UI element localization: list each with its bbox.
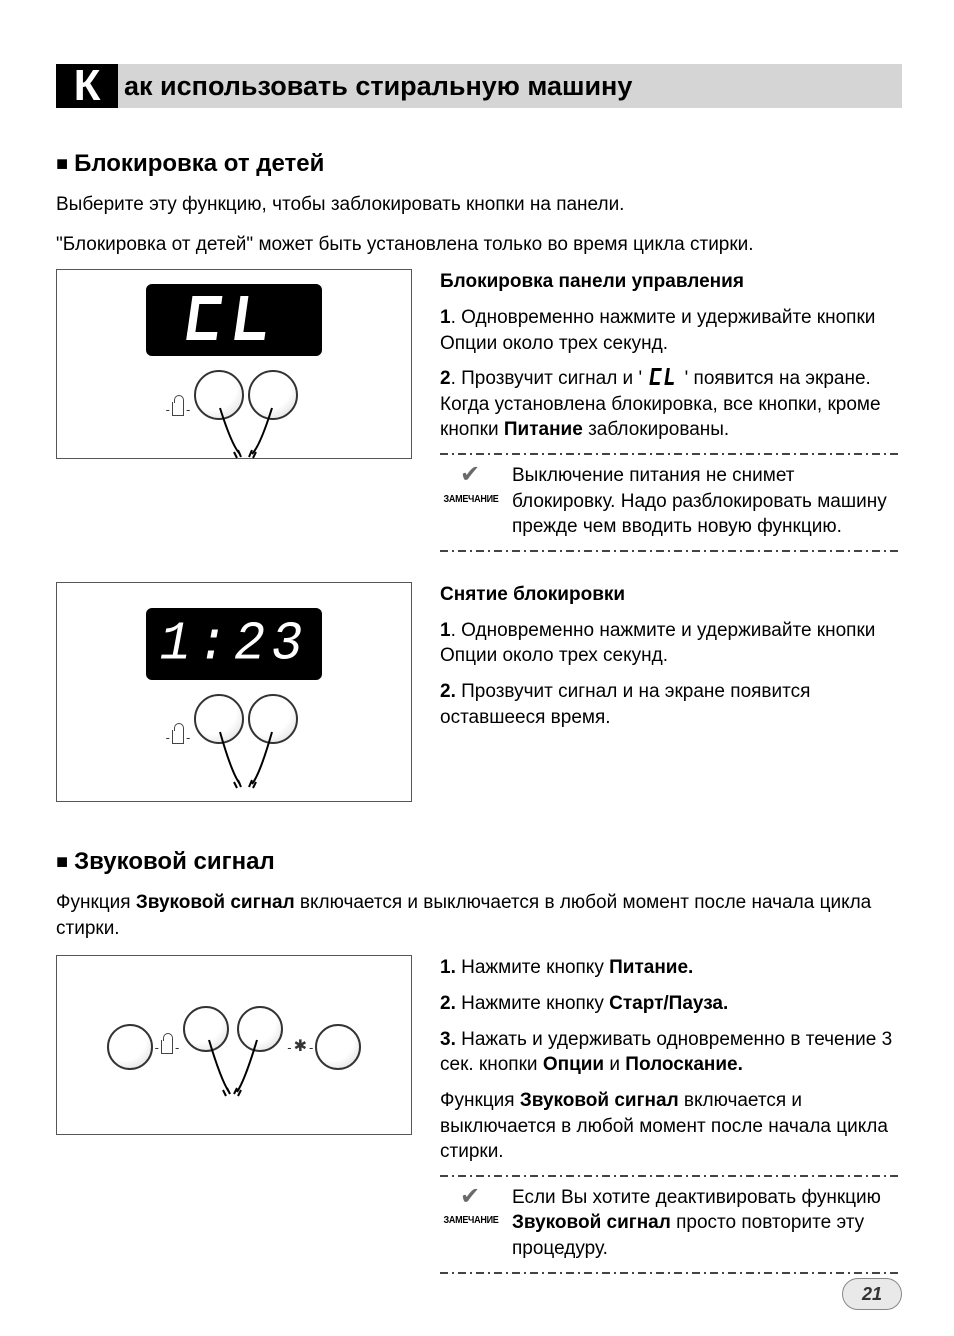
page-title-row: К ак использовать стиральную машину: [56, 64, 902, 108]
lock-dash-left: - -: [166, 730, 191, 745]
note-block: ЗАМЕЧАНИЕ Если Вы хотите деактивировать …: [440, 1185, 902, 1262]
check-icon: [458, 463, 484, 485]
knob-row-2: - -: [166, 694, 303, 780]
beep-intro: Функция Звуковой сигнал включается и вык…: [56, 890, 902, 941]
bold-text: Питание: [504, 419, 583, 440]
text: Нажмите кнопку: [456, 993, 609, 1014]
knob-row-4: - - - ✱ -: [107, 1006, 362, 1088]
lcd-display-time: 1:23: [146, 608, 322, 680]
beep-step-2: 2. Нажмите кнопку Старт/Пауза.: [440, 991, 902, 1017]
star-icon: ✱: [294, 1039, 307, 1055]
note-block: ЗАМЕЧАНИЕ Выключение питания не снимет б…: [440, 463, 902, 540]
unlock-subheading: Снятие блокировки: [440, 582, 902, 608]
bold-text: Полоскание.: [625, 1054, 743, 1075]
knob: [107, 1024, 153, 1070]
section-child-lock-heading: ■ Блокировка от детей: [56, 150, 902, 178]
text: Нажмите кнопку: [456, 957, 609, 978]
step-text: заблокированы.: [583, 419, 729, 440]
heading-text: Блокировка от детей: [74, 150, 324, 177]
step-number: 1: [440, 307, 451, 328]
unlock-instructions: Снятие блокировки 1. Одновременно нажмит…: [440, 582, 902, 740]
lock-dash: - -: [155, 1040, 180, 1055]
bold-text: Питание.: [609, 957, 693, 978]
cl-glyph-inline: [647, 366, 679, 388]
step-number: 2: [440, 368, 451, 389]
beep-step-1: 1. Нажмите кнопку Питание.: [440, 955, 902, 981]
lock-step-2: 2. Прозвучит сигнал и ' ' появится на эк…: [440, 366, 902, 443]
step-text: . Одновременно нажмите и удерживайте кно…: [440, 620, 875, 667]
bold-text: Старт/Пауза.: [609, 993, 728, 1014]
title-text: ак использовать стиральную машину: [118, 64, 902, 108]
beep-after: Функция Звуковой сигнал включается и вык…: [440, 1088, 902, 1165]
knob-row-2: - -: [166, 370, 303, 448]
bold-text: Звуковой сигнал: [520, 1090, 679, 1111]
lock-step-1: 1. Одновременно нажмите и удерживайте кн…: [440, 305, 902, 356]
page-number-badge: 21: [842, 1278, 902, 1310]
bold-text: Опции: [543, 1054, 604, 1075]
unlock-step-1: 1. Одновременно нажмите и удерживайте кн…: [440, 618, 902, 669]
step-number: 2.: [440, 681, 456, 702]
star-dash: - ✱ -: [287, 1039, 313, 1055]
lock-subheading: Блокировка панели управления: [440, 269, 902, 295]
note-separator: [440, 1175, 902, 1177]
knob: [315, 1024, 361, 1070]
unlock-step-2: 2. Прозвучит сигнал и на экране появится…: [440, 679, 902, 730]
step-number: 1.: [440, 957, 456, 978]
row-lock: - - Блокировка панели управления 1. Одно…: [56, 269, 902, 560]
lock-icon: [172, 402, 184, 416]
lock-dash-left: - -: [166, 402, 191, 417]
step-number: 2.: [440, 993, 456, 1014]
figure-beep-knobs: - - - ✱ -: [56, 955, 412, 1135]
note-label: ЗАМЕЧАНИЕ: [443, 1214, 499, 1228]
lock-icon: [172, 730, 184, 744]
step-text: . Прозвучит сигнал и ': [451, 368, 648, 389]
note-label: ЗАМЕЧАНИЕ: [443, 493, 499, 507]
step-number: 1: [440, 620, 451, 641]
note-separator: [440, 453, 902, 455]
text: Функция: [440, 1090, 520, 1111]
child-lock-intro-2: "Блокировка от детей" может быть установ…: [56, 232, 902, 258]
figure-unlock-display: 1:23 - -: [56, 582, 412, 802]
step-text: Прозвучит сигнал и на экране появится ос…: [440, 681, 810, 728]
text: и: [604, 1054, 625, 1075]
note-badge: ЗАМЕЧАНИЕ: [440, 463, 502, 506]
lock-instructions: Блокировка панели управления 1. Одноврем…: [440, 269, 902, 560]
row-beep: - - - ✱ - 1. Нажмите кнопку Питание. 2. …: [56, 955, 902, 1281]
child-lock-intro-1: Выберите эту функцию, чтобы заблокироват…: [56, 192, 902, 218]
step-number: 3.: [440, 1029, 456, 1050]
bold-text: Звуковой сигнал: [136, 892, 295, 913]
bullet-square: ■: [56, 851, 68, 873]
figure-lock-display: - -: [56, 269, 412, 459]
bullet-square: ■: [56, 153, 68, 175]
bold-text: Звуковой сигнал: [512, 1212, 671, 1233]
check-icon: [458, 1185, 484, 1207]
lcd-display-cl: [146, 284, 322, 356]
note-text: Если Вы хотите деактивировать функцию Зв…: [512, 1185, 902, 1262]
row-unlock: 1:23 - - Снятие блокировки 1. Одновремен: [56, 582, 902, 802]
text: Функция: [56, 892, 136, 913]
heading-text: Звуковой сигнал: [74, 848, 275, 875]
lcd-text: 1:23: [160, 613, 309, 675]
step-text: . Одновременно нажмите и удерживайте кно…: [440, 307, 875, 354]
note-badge: ЗАМЕЧАНИЕ: [440, 1185, 502, 1228]
lock-icon: [161, 1040, 173, 1054]
lcd-text: [179, 292, 289, 349]
section-beep-heading: ■ Звуковой сигнал: [56, 848, 902, 876]
beep-instructions: 1. Нажмите кнопку Питание. 2. Нажмите кн…: [440, 955, 902, 1281]
text: Если Вы хотите деактивировать функцию: [512, 1187, 881, 1208]
note-separator: [440, 1272, 902, 1274]
note-text: Выключение питания не снимет блокировку.…: [512, 463, 902, 540]
beep-step-3: 3. Нажать и удерживать одновременно в те…: [440, 1027, 902, 1078]
note-separator: [440, 550, 902, 552]
title-initial: К: [56, 64, 118, 108]
